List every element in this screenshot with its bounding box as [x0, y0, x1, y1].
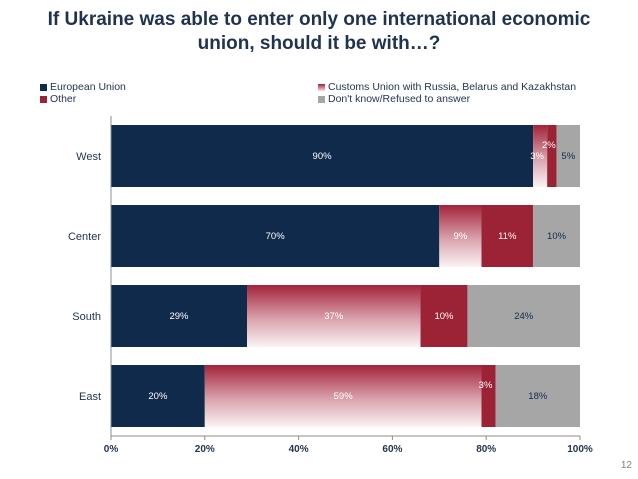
legend-label-customs-union: Customs Union with Russia, Belarus and K… [328, 81, 577, 93]
data-label-west-customs-union-with-russia-belarus-and-kazakhstan: 3% [530, 151, 544, 162]
bar-west-don-t-know-refused-to-answer [556, 125, 580, 187]
data-label-center-customs-union-with-russia-belarus-and-kazakhstan: 9% [454, 231, 468, 242]
bar-west-european-union [111, 125, 534, 187]
legend-swatch-dont-know [318, 95, 325, 103]
bar-center-customs-union-with-russia-belarus-and-kazakhstan [439, 205, 482, 267]
data-label-center-don-t-know-refused-to-answer: 10% [547, 231, 567, 242]
chart-title-line-2: union, should it be with…? [197, 33, 441, 54]
data-label-center-european-union: 70% [266, 231, 286, 242]
bar-east-european-union [111, 365, 205, 427]
bar-center-european-union [111, 205, 440, 267]
data-label-west-don-t-know-refused-to-answer: 5% [561, 151, 575, 162]
x-tick-label: 40% [289, 444, 309, 455]
bar-west-other [547, 125, 557, 187]
data-label-west-other: 2% [542, 140, 556, 151]
x-tick-label: 20% [195, 444, 215, 455]
legend-item-other: Other [40, 93, 76, 105]
legend-label-european-union: European Union [50, 81, 126, 93]
legend-item-european-union: European Union [40, 81, 126, 93]
legend-swatch-customs-union [318, 83, 325, 91]
bar-center-other [481, 205, 534, 267]
data-label-east-don-t-know-refused-to-answer: 18% [528, 391, 548, 402]
bar-east-other [481, 365, 496, 427]
category-label-south: South [72, 311, 101, 323]
data-label-east-other: 3% [479, 380, 493, 391]
bar-center-don-t-know-refused-to-answer [533, 205, 580, 267]
bar-south-other [420, 285, 468, 347]
legend-item-customs-union: Customs Union with Russia, Belarus and K… [318, 81, 576, 93]
x-tick-label: 80% [476, 444, 496, 455]
legend-label-dont-know: Don't know/Refused to answer [328, 93, 471, 105]
data-label-south-don-t-know-refused-to-answer: 24% [514, 311, 534, 322]
bar-south-don-t-know-refused-to-answer [467, 285, 580, 347]
chart-title-line-1: If Ukraine was able to enter only one in… [47, 9, 591, 30]
chart-title: If Ukraine was able to enter only one in… [0, 8, 638, 56]
data-label-south-other: 10% [434, 311, 454, 322]
x-tick-label: 60% [382, 444, 402, 455]
legend-item-dont-know: Don't know/Refused to answer [318, 93, 470, 105]
data-label-east-customs-union-with-russia-belarus-and-kazakhstan: 59% [334, 391, 354, 402]
data-label-south-customs-union-with-russia-belarus-and-kazakhstan: 37% [324, 311, 344, 322]
category-label-west: West [76, 151, 101, 163]
bar-south-customs-union-with-russia-belarus-and-kazakhstan [247, 285, 421, 347]
data-label-center-other: 11% [498, 231, 517, 242]
category-label-east: East [79, 391, 101, 403]
bar-west-customs-union-with-russia-belarus-and-kazakhstan [533, 125, 548, 187]
x-tick-label: 0% [104, 444, 119, 455]
category-label-center: Center [68, 231, 101, 243]
x-tick-label: 100% [567, 444, 593, 455]
data-label-west-european-union: 90% [313, 151, 333, 162]
data-label-east-european-union: 20% [148, 391, 168, 402]
bar-east-customs-union-with-russia-belarus-and-kazakhstan [204, 365, 482, 427]
legend-swatch-european-union [40, 83, 47, 91]
data-label-south-european-union: 29% [169, 311, 189, 322]
legend-label-other: Other [50, 93, 77, 105]
bar-east-don-t-know-refused-to-answer [495, 365, 580, 427]
legend-swatch-other [40, 95, 47, 103]
bar-south-european-union [111, 285, 248, 347]
page-number: 12 [620, 460, 632, 471]
